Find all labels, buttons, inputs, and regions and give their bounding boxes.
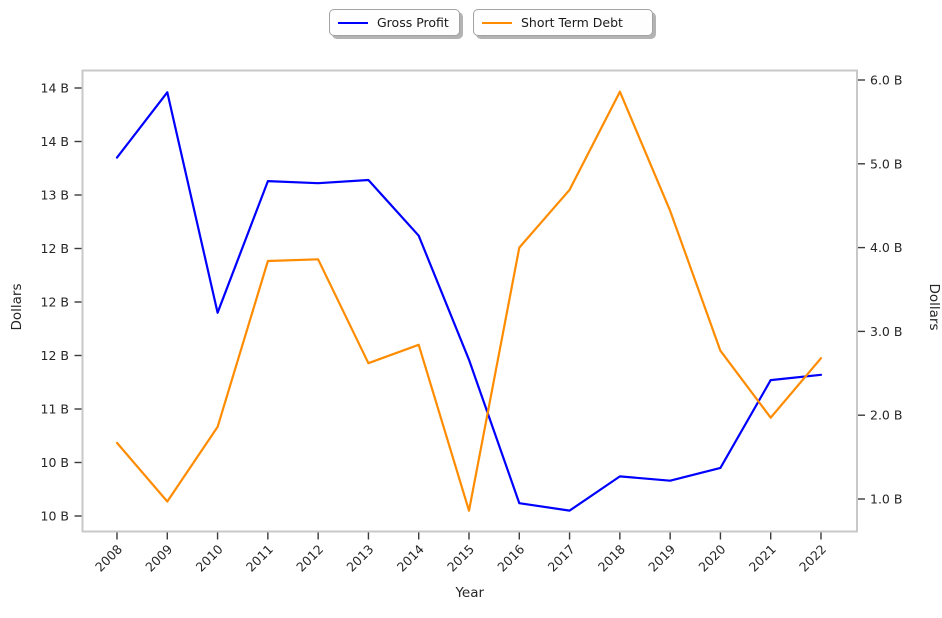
x-axis: 2008 2009 2010 2011 2012 2013 2014 2015 2016 2017… — [92, 532, 829, 575]
y-left-tick-label: 14 B — [41, 134, 69, 149]
x-tick-label: 2021 — [746, 542, 779, 575]
y-axis-right-title: Dollars — [926, 283, 942, 330]
x-tick-label: 2020 — [695, 541, 728, 574]
x-tick-label: 2019 — [645, 541, 678, 574]
y-left-tick-label: 10 B — [41, 509, 69, 524]
y-axis-right: 1.0 B 2.0 B 3.0 B 4.0 B 5.0 B 6.0 B — [858, 73, 902, 507]
x-tick-label: 2009 — [142, 541, 175, 574]
x-tick-label: 2013 — [343, 542, 376, 575]
y-right-tick-label: 4.0 B — [870, 240, 902, 255]
y-left-tick-label: 12 B — [41, 241, 69, 256]
y-right-tick-label: 6.0 B — [870, 73, 902, 88]
y-left-tick-label: 13 B — [41, 188, 69, 203]
y-left-tick-label: 14 B — [41, 81, 69, 96]
y-right-tick-label: 5.0 B — [870, 156, 902, 171]
x-tick-label: 2011 — [243, 542, 276, 575]
y-left-tick-label: 10 B — [41, 455, 69, 470]
plot-frame — [81, 69, 858, 533]
x-tick-label: 2022 — [796, 542, 829, 575]
x-axis-title: Year — [454, 585, 484, 601]
y-left-tick-label: 12 B — [41, 295, 69, 310]
series-line-short-term-debt — [115, 90, 823, 512]
y-left-tick-label: 12 B — [41, 348, 69, 363]
x-tick-label: 2015 — [444, 542, 477, 575]
y-axis-left-title: Dollars — [9, 283, 25, 330]
y-right-tick-label: 2.0 B — [870, 408, 902, 423]
x-tick-label: 2014 — [394, 541, 427, 574]
y-axis-left: 10 B 10 B 11 B 12 B 12 B 12 B 13 B 14 B 14 B — [41, 81, 82, 524]
y-left-tick-label: 11 B — [41, 402, 69, 417]
x-tick-label: 2016 — [494, 541, 527, 574]
y-right-tick-label: 1.0 B — [870, 492, 902, 507]
x-tick-label: 2017 — [545, 542, 578, 575]
series-line-gross-profit — [115, 91, 823, 512]
x-tick-label: 2008 — [92, 541, 125, 574]
x-tick-label: 2012 — [293, 542, 326, 575]
x-tick-label: 2018 — [595, 541, 628, 574]
y-right-tick-label: 3.0 B — [870, 324, 902, 339]
x-tick-label: 2010 — [193, 541, 226, 574]
